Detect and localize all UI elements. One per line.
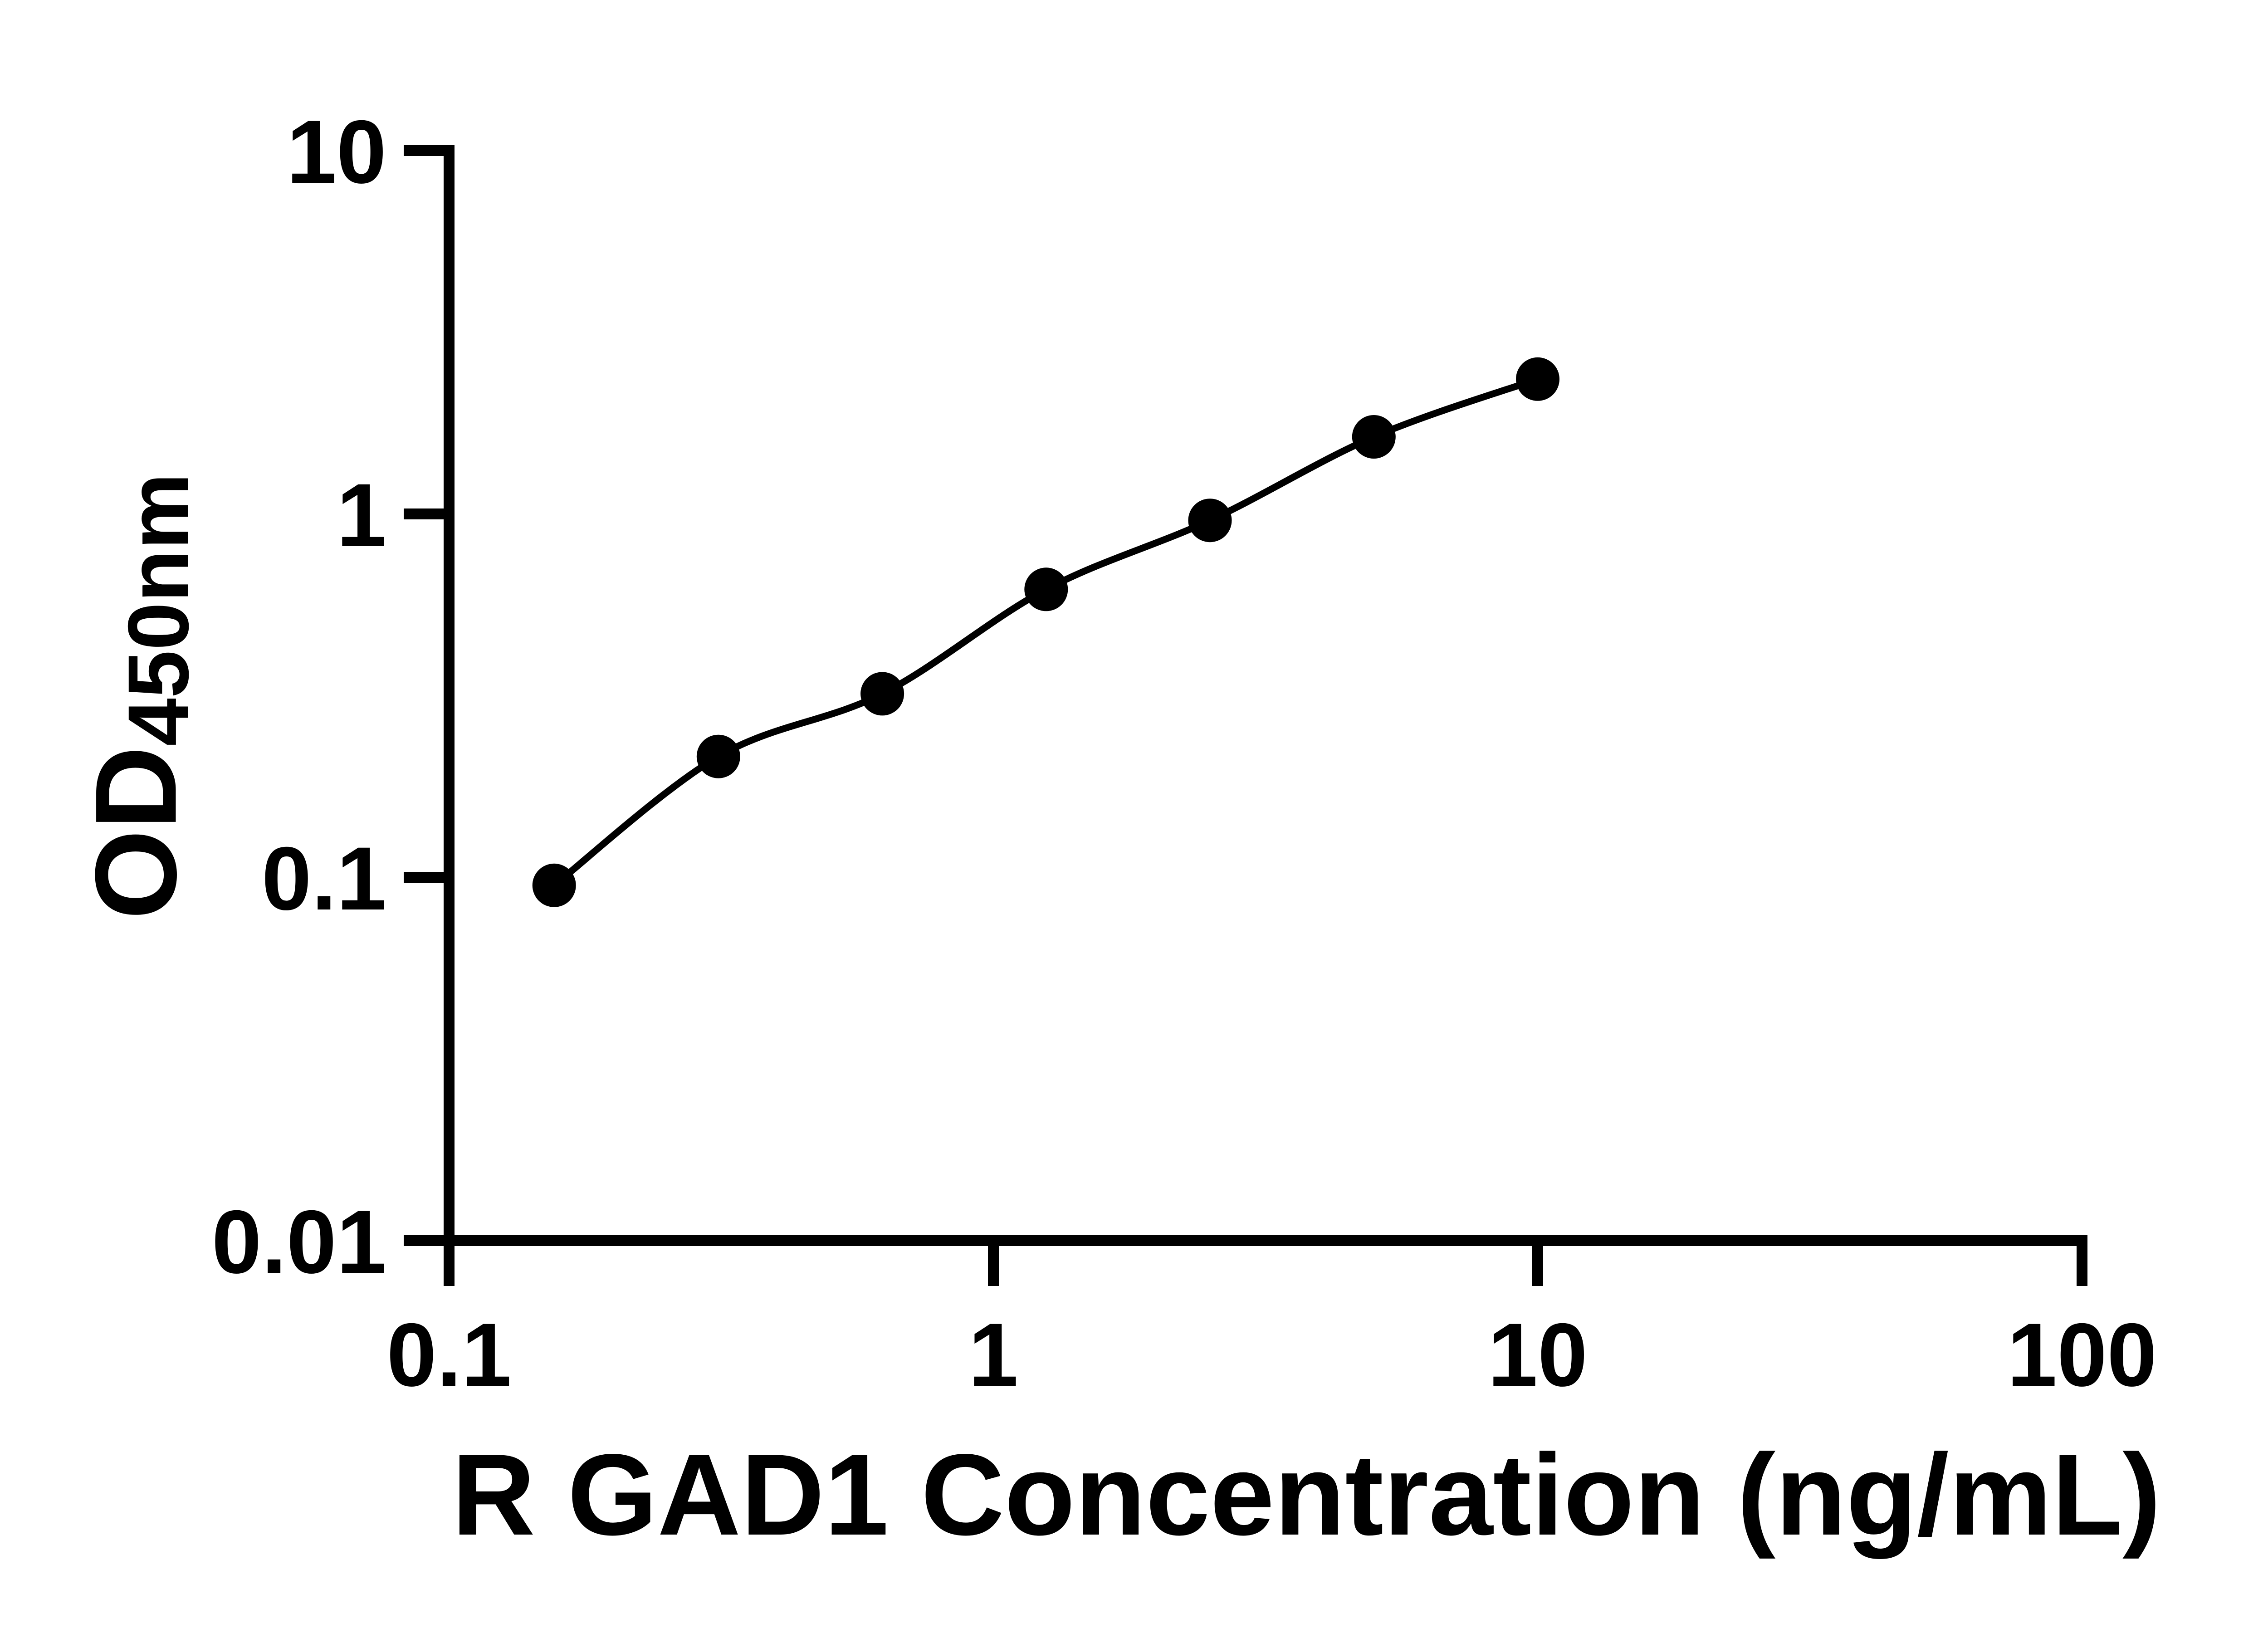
x-tick-label: 1 <box>968 1305 1018 1405</box>
y-axis-title-main: OD <box>71 746 201 920</box>
x-axis-title: R GAD1 Concentration (ng/mL) <box>451 1430 2161 1560</box>
x-tick-label: 10 <box>1488 1305 1588 1405</box>
axis-ticks <box>404 145 2087 1286</box>
x-tick-label: 0.1 <box>386 1305 511 1405</box>
y-axis-title: OD450nm <box>72 473 207 920</box>
y-tick-label: 0.01 <box>212 1192 386 1292</box>
data-point-marker <box>1024 567 1068 611</box>
y-axis-title-subscript: 450nm <box>110 473 207 746</box>
data-point-marker <box>1352 415 1396 459</box>
data-point-marker <box>860 672 904 716</box>
y-tick-label: 10 <box>287 102 386 202</box>
data-series <box>532 357 1559 907</box>
y-tick-label: 0.1 <box>262 828 386 929</box>
data-point-marker <box>1188 499 1232 543</box>
y-tick-label: 1 <box>337 465 386 565</box>
data-point-marker <box>1516 357 1559 401</box>
fit-curve-path <box>551 376 1541 889</box>
axes <box>444 145 2087 1246</box>
data-point-marker <box>696 734 740 778</box>
x-tick-label: 100 <box>2007 1305 2157 1405</box>
data-point-marker <box>532 863 576 907</box>
